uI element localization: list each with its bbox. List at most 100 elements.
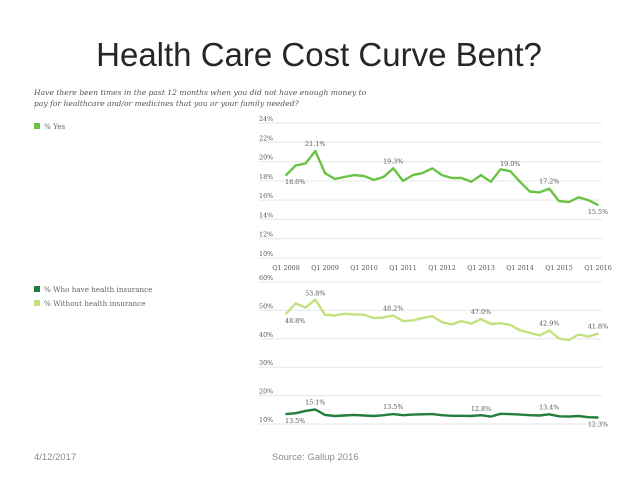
data-point [450,323,453,326]
data-point [587,335,590,338]
slide-title: Health Care Cost Curve Bent? [96,36,542,73]
data-point [528,190,531,193]
data-point [353,313,356,316]
x-tick-label: Q1 2010 [350,264,378,272]
data-point [509,170,512,173]
y-tick-label: 10% [259,250,273,258]
y-tick-label: 60% [259,274,273,282]
data-label: 12.3% [588,420,608,428]
data-point [470,322,473,325]
data-point [441,174,443,176]
y-tick-label: 14% [259,211,273,219]
y-tick-label: 10% [259,416,273,424]
data-point [285,312,287,315]
y-tick-label: 22% [259,134,273,142]
data-label: 13.5% [285,417,305,425]
data-point [499,412,502,415]
legend-insured: % Who have health insurance [34,284,152,294]
data-point [470,415,473,417]
data-point [314,408,317,411]
y-tick-label: 12% [259,231,273,239]
data-label: 42.9% [539,320,559,328]
data-point [372,178,375,181]
data-point [324,172,326,175]
x-tick-label: Q1 2009 [311,264,339,272]
data-point [343,312,346,315]
data-point [499,168,502,171]
data-point [372,415,375,417]
data-point [558,415,560,418]
legend-yes-label: % Yes [44,121,66,131]
data-point [538,191,541,194]
x-tick-label: Q1 2013 [467,264,495,272]
data-label: 15.5% [588,208,608,216]
data-point [587,199,590,202]
data-point [314,298,317,301]
data-point [411,174,414,176]
data-point [382,176,385,178]
y-tick-label: 40% [259,331,273,339]
data-point [528,414,531,417]
data-point [431,167,434,170]
data-point [353,414,356,416]
data-point [528,331,531,334]
data-label: 41.8% [588,323,608,331]
data-point [538,334,541,337]
data-point [480,318,482,320]
data-point [382,414,385,417]
data-point [431,413,434,415]
data-point [558,337,560,340]
data-label: 19.3% [383,157,403,165]
data-point [285,174,287,176]
data-point [441,321,443,324]
data-point [597,416,599,419]
data-point [392,413,395,415]
data-point [333,314,336,317]
x-tick-label: Q1 2012 [428,264,456,272]
x-tick-label: Q1 2014 [506,264,534,272]
legend-uninsured-swatch [34,300,40,306]
data-point [577,196,580,199]
data-point [285,413,287,415]
data-point [304,306,307,309]
data-label: 18.6% [285,178,305,186]
data-point [372,317,375,319]
data-point [519,329,521,332]
data-point [421,317,424,319]
data-point [597,332,599,335]
data-label: 48.8% [285,317,305,325]
data-point [402,179,404,182]
data-point [460,320,463,323]
data-point [558,200,560,203]
y-tick-label: 18% [259,173,273,181]
data-point [450,414,453,417]
data-point [353,174,356,176]
data-point [489,323,492,325]
data-point [450,177,453,179]
data-point [363,175,365,177]
data-label: 21.1% [305,140,325,148]
data-point [567,415,570,418]
data-point [421,413,424,416]
data-point [324,313,326,316]
data-point [577,333,580,336]
x-tick-label: Q1 2016 [584,264,612,272]
data-point [538,414,541,417]
x-tick-label: Q1 2008 [272,264,300,272]
data-point [382,316,385,319]
data-point [431,315,434,317]
data-point [519,413,521,416]
slide-date: 4/12/2017 [34,452,77,463]
data-point [324,414,326,416]
data-point [294,164,297,167]
data-point [294,412,297,415]
x-tick-label: Q1 2015 [545,264,573,272]
data-point [480,174,482,176]
data-point [460,414,463,417]
data-point [333,178,336,180]
data-label: 19.0% [500,160,520,168]
legend-uninsured: % Without health insurance [34,298,145,308]
y-tick-label: 16% [259,192,273,200]
data-point [304,410,307,412]
chart-question: Have there been times in the past 12 mon… [34,88,367,108]
